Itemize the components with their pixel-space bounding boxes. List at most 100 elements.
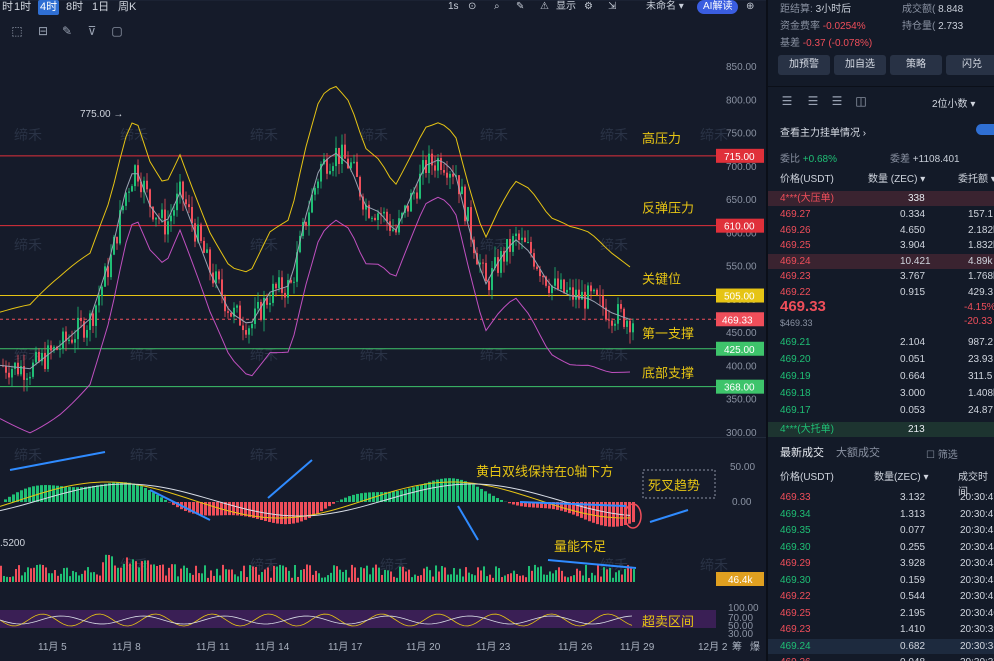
display-button[interactable]: 显示 <box>556 1 576 12</box>
ask-row[interactable]: 469.24 10.421 4.89k <box>768 253 994 269</box>
macd-bar <box>408 488 411 502</box>
macd-bar <box>348 496 351 502</box>
candle-body <box>230 312 232 317</box>
candle-body <box>512 236 514 252</box>
watermark: 缔禾 <box>360 347 388 363</box>
volume-bar <box>243 565 245 582</box>
trend-arrow <box>149 489 211 521</box>
tab-latest-trades[interactable]: 最新成交 <box>780 447 824 459</box>
timeframe-1[interactable]: 1时 <box>14 1 32 13</box>
cross-circle <box>624 503 642 529</box>
timeframe-2[interactable]: 4时 <box>38 0 60 15</box>
orderbook-depth-icon[interactable]: ◫ <box>855 94 867 108</box>
ai-button[interactable]: AI解读 <box>697 0 739 14</box>
draw-icon[interactable]: ✎ <box>61 24 73 38</box>
alert-icon[interactable]: ⚠ <box>540 1 549 12</box>
bid-row[interactable]: 469.19 0.664 311.5 <box>768 369 994 384</box>
bid-row-cell: 1.408k <box>968 388 994 399</box>
bid-row-cell: 469.17 <box>780 405 811 416</box>
timeframe-5[interactable]: 周K <box>118 1 137 13</box>
candle-body <box>101 286 103 297</box>
candle-body <box>233 307 235 317</box>
macd-bar <box>536 502 539 508</box>
template-icon[interactable]: ▢ <box>111 24 123 38</box>
ask-row[interactable]: 469.22 0.915 429.3 <box>768 285 994 300</box>
trade-row[interactable]: 469.29 3.928 20:30:43 <box>768 556 994 571</box>
timeframe-4[interactable]: 1日 <box>92 1 110 13</box>
trades-header[interactable]: 价格(USDT) 数量(ZEC) ▾ 成交时间 <box>768 470 994 498</box>
decimal-select[interactable]: 2位小数 <box>932 99 968 110</box>
filter-checkbox[interactable]: ☐ 筛选 <box>926 450 958 461</box>
settings-icon[interactable]: ⚙ <box>584 1 593 12</box>
volume-bar <box>360 567 362 582</box>
trade-row[interactable]: 469.23 1.410 20:30:39 <box>768 622 994 637</box>
ask-row[interactable]: 469.27 0.334 157.1 <box>768 207 994 222</box>
ask-row[interactable]: 469.25 3.904 1.832k <box>768 238 994 253</box>
ob-header[interactable]: 价格(USDT) 数量 (ZEC) ▾ 委托额 ▾ <box>768 172 994 187</box>
candle-body <box>170 215 172 222</box>
trade-row[interactable]: 469.30 0.255 20:30:44 <box>768 540 994 555</box>
volume-bar <box>414 574 416 582</box>
tab-large-trades[interactable]: 大额成交 <box>836 447 880 459</box>
candle-body <box>89 313 91 330</box>
indicator-icon[interactable]: ⊟ <box>37 24 49 38</box>
trade-row[interactable]: 469.34 1.313 20:30:47 <box>768 507 994 522</box>
action-button-0[interactable]: 加预警 <box>778 55 830 75</box>
ask-row[interactable]: 469.26 4.650 2.182k <box>768 223 994 238</box>
timeframe-3[interactable]: 8时 <box>66 1 84 13</box>
candle-body <box>554 278 556 286</box>
chart-panel[interactable]: 缔禾 缔禾 缔禾 缔禾 缔禾 缔禾 缔禾 缔禾 缔禾 缔禾 缔禾 缔禾 缔禾 缔禾 缔禾 缔禾 缔禾 缔禾 缔禾 缔禾… <box>0 0 766 661</box>
trade-row-cell: 0.048 <box>900 655 925 661</box>
orderbook-asks-icon[interactable]: ☰ <box>831 94 843 108</box>
trade-row[interactable]: 469.35 0.077 20:30:45 <box>768 523 994 538</box>
macd-bar <box>48 485 51 502</box>
bid-row-cell: 0.664 <box>900 371 926 382</box>
big-bid-row-cell: 4***(大托单) <box>780 424 834 435</box>
camera-icon[interactable]: ⊙ <box>468 1 477 12</box>
trade-row[interactable]: 469.24 0.682 20:30:38 <box>768 638 994 654</box>
orderbook-bids-icon[interactable]: ☰ <box>807 94 819 108</box>
trend-arrow <box>457 505 479 541</box>
big-bid-row[interactable]: 4***(大托单) 213 <box>768 422 994 437</box>
filter-icon[interactable]: ⊽ <box>87 24 97 38</box>
timeframe-0[interactable]: 时 <box>2 1 13 13</box>
macd-bar <box>476 486 479 502</box>
volume-bar <box>81 573 83 582</box>
trade-row[interactable]: 469.26 0.048 20:30:37 <box>768 655 994 661</box>
trade-row[interactable]: 469.33 3.132 20:30:47 <box>768 490 994 505</box>
depth-toggle[interactable] <box>976 124 994 135</box>
layout-select[interactable]: 未命名 ▾ <box>646 1 684 12</box>
edit-icon[interactable]: ✎ <box>516 1 525 12</box>
trade-row[interactable]: 469.30 0.159 20:30:43 <box>768 573 994 588</box>
layout-switch-icon[interactable]: ⇲ <box>608 1 617 12</box>
ask-row[interactable]: 469.23 3.767 1.768k <box>768 269 994 284</box>
candle-body <box>560 279 562 290</box>
action-button-1[interactable]: 加自选 <box>834 55 886 75</box>
volume-value: 46.4k <box>728 575 753 586</box>
bid-row[interactable]: 469.20 0.051 23.93 <box>768 352 994 367</box>
bid-row[interactable]: 469.17 0.053 24.87 <box>768 403 994 418</box>
candle-body <box>374 217 376 221</box>
volume-bar <box>462 576 464 582</box>
bid-row-cell: 24.87 <box>968 405 994 416</box>
trade-row[interactable]: 469.22 0.544 20:30:42 <box>768 589 994 604</box>
trade-row-cell: 3.928 <box>900 558 926 569</box>
orderbook-both-icon[interactable]: ☰ <box>781 94 793 108</box>
action-button-2[interactable]: 策略 <box>890 55 942 75</box>
volume-bar <box>558 567 560 582</box>
search-icon[interactable]: ⌕ <box>494 1 500 12</box>
layout-icon[interactable]: ⬚ <box>11 24 23 38</box>
more-icon[interactable]: ⊕ <box>746 1 755 12</box>
candle-body <box>248 328 250 335</box>
trade-row[interactable]: 469.25 2.195 20:30:40 <box>768 606 994 621</box>
action-button-3[interactable]: 闪兑 <box>946 55 994 75</box>
big-ask-row[interactable]: 4***(大压单) 338 <box>768 191 994 206</box>
date-tick: 11月 8 <box>112 641 141 653</box>
bid-row[interactable]: 469.18 3.000 1.408k <box>768 386 994 401</box>
interval-label[interactable]: 1s <box>448 1 459 12</box>
depth-title[interactable]: 查看主力挂单情况 <box>780 128 860 139</box>
macd-bar <box>72 487 75 502</box>
trend-arrow <box>9 451 106 471</box>
bid-row[interactable]: 469.21 2.104 987.2 <box>768 335 994 350</box>
